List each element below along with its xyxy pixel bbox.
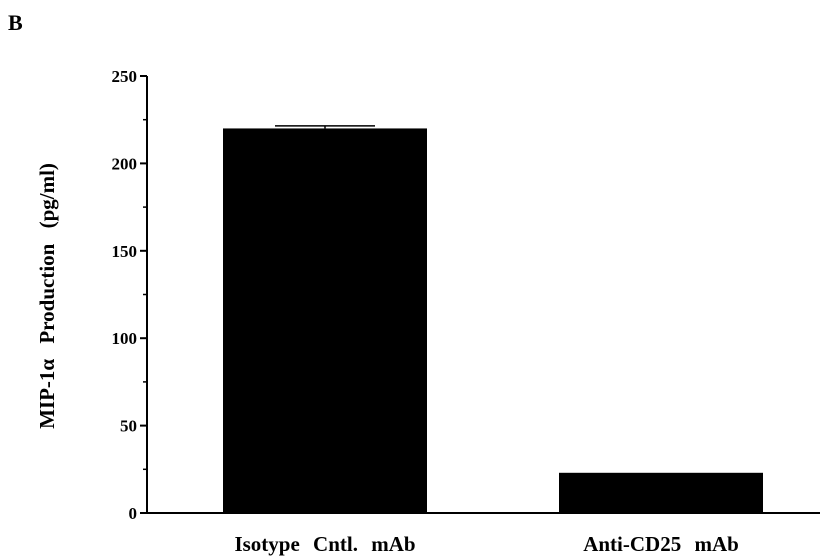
y-axis-title: MIP-1α Production (pg/ml) xyxy=(35,163,59,429)
bars xyxy=(223,125,763,513)
y-tick-label: 0 xyxy=(129,504,138,523)
x-tick-label: Isotype Cntl. mAb xyxy=(234,532,415,556)
bar xyxy=(223,128,427,513)
y-tick-label: 50 xyxy=(120,417,137,436)
y-tick-label: 200 xyxy=(112,154,138,173)
panel-label: B xyxy=(8,10,23,35)
y-tick-label: 100 xyxy=(112,329,138,348)
y-tick-label: 250 xyxy=(112,67,138,86)
bar xyxy=(559,472,763,513)
x-tick-label: Anti-CD25 mAb xyxy=(583,532,739,556)
y-axis: 0 50 100 150 200 250 xyxy=(112,67,820,523)
x-axis-labels: Isotype Cntl. mAb Anti-CD25 mAb xyxy=(234,532,738,556)
y-tick-label: 150 xyxy=(112,242,138,261)
